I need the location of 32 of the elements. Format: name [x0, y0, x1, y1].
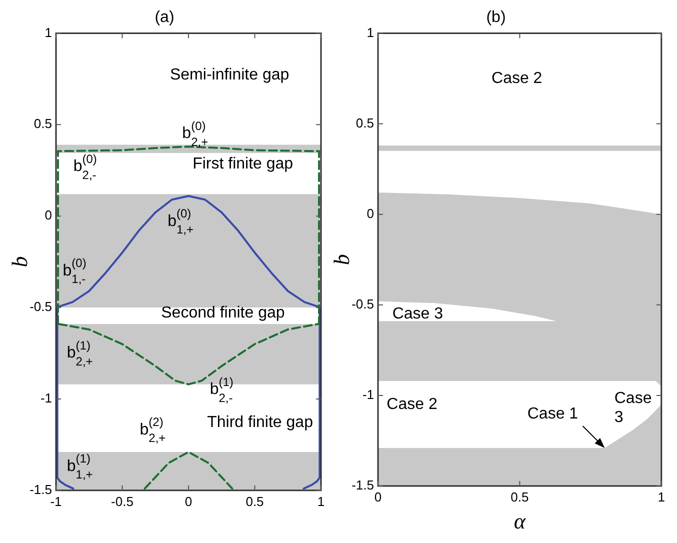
- x-tick-label: -0.5: [111, 494, 134, 509]
- x-tick-label: 1: [658, 489, 665, 504]
- y-tick-label: -1.5: [352, 478, 374, 493]
- x-tick-label: 0.5: [246, 494, 264, 509]
- x-axis-title: α: [514, 508, 526, 534]
- y-tick-label: 1: [44, 24, 52, 40]
- x-tick-label: 1: [317, 494, 325, 509]
- annotation: Case 2: [386, 396, 438, 413]
- y-tick-label: 0.5: [34, 116, 52, 132]
- y-tick-label: -1.5: [30, 482, 52, 497]
- annotation: Case 3: [392, 305, 444, 322]
- x-tick-label: 0.5: [510, 489, 529, 504]
- y-tick-label: -1: [362, 387, 374, 402]
- y-tick-label: -0.5: [352, 296, 374, 312]
- annotation: Semi-infinite gap: [170, 66, 290, 84]
- annotation: Case 2: [492, 70, 542, 87]
- chart-title: (a): [154, 9, 174, 26]
- y-tick-label: 1: [366, 24, 374, 40]
- y-tick-label: -0.5: [30, 299, 52, 314]
- y-tick-label: -1: [40, 390, 52, 406]
- chart-title: (b): [486, 9, 506, 26]
- y-tick-label: 0: [366, 206, 374, 221]
- x-tick-label: 0: [184, 494, 192, 509]
- y-tick-label: 0: [44, 208, 52, 223]
- annotation: First finite gap: [192, 155, 294, 172]
- annotation: Second finite gap: [161, 304, 285, 322]
- y-tick-label: 0.5: [356, 115, 374, 130]
- annotation: Case 3: [614, 390, 652, 426]
- annotation: Case 1: [527, 405, 578, 422]
- annotation: Third finite gap: [207, 414, 314, 432]
- y-axis-title: b: [328, 254, 354, 266]
- y-axis-title: b: [6, 256, 32, 268]
